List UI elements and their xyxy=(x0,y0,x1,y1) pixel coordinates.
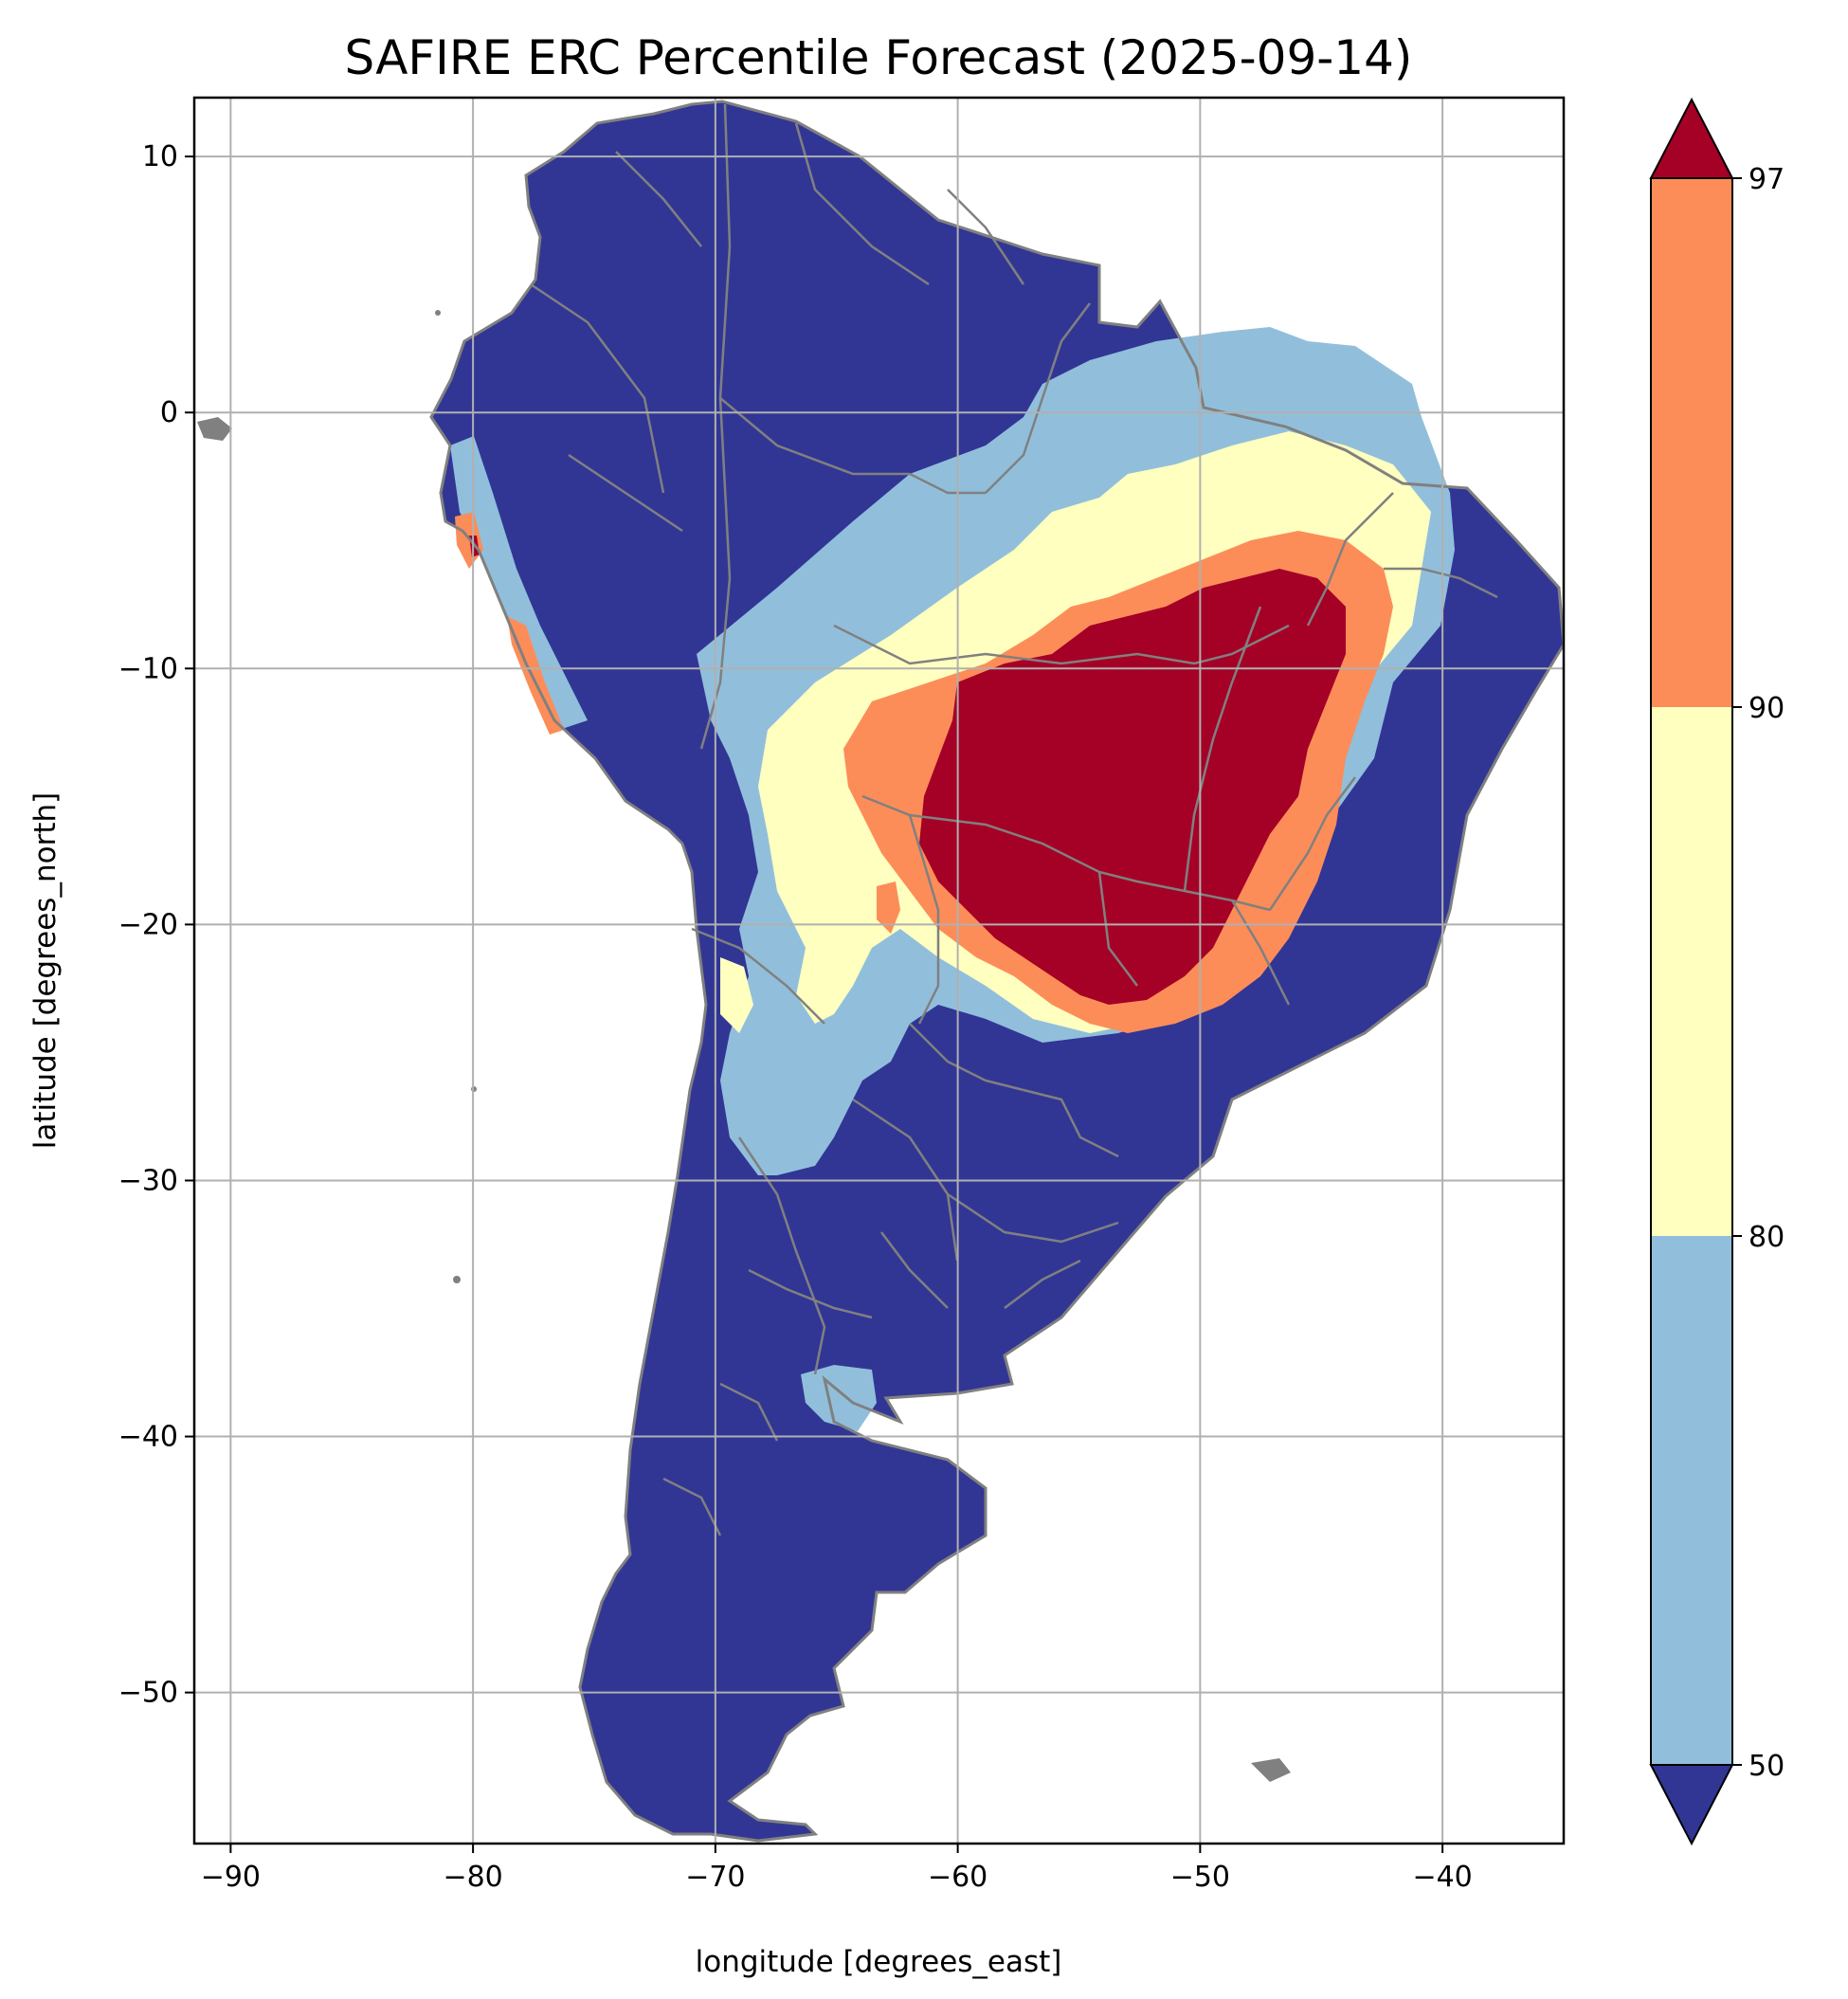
y-tick-label: −50 xyxy=(118,1677,178,1710)
colorbar-segment xyxy=(1651,178,1732,708)
percentile-above-97-region xyxy=(919,569,1346,1005)
y-tick-label: 10 xyxy=(142,140,178,173)
x-tick-label: −70 xyxy=(685,1861,745,1894)
x-tick-label: −60 xyxy=(928,1861,987,1894)
plot-frame xyxy=(192,96,1566,1845)
percentile-80-90-andes xyxy=(720,957,753,1033)
colorbar-extend-top xyxy=(1649,97,1734,179)
percentile-50-80-coast xyxy=(450,436,588,730)
juan-fernandez-island xyxy=(453,1276,461,1283)
galapagos-islands xyxy=(197,417,232,441)
x-axis-label: longitude [degrees_east] xyxy=(696,1945,1062,1979)
percentile-50-80-patagonia xyxy=(801,1365,877,1431)
x-tick-label: −40 xyxy=(1412,1861,1472,1894)
caribbean-island xyxy=(435,310,441,316)
islands xyxy=(197,310,1291,1782)
y-tick-label: −40 xyxy=(118,1421,178,1454)
y-axis-label: latitude [degrees_north] xyxy=(28,792,63,1149)
colorbar-tick-label: 90 xyxy=(1748,692,1785,725)
x-tick-label: −80 xyxy=(443,1861,502,1894)
y-tick-label: 0 xyxy=(160,396,178,429)
colorbar-frame xyxy=(1650,177,1733,1766)
colorbar-segment xyxy=(1651,1236,1732,1766)
x-tick-label: −50 xyxy=(1170,1861,1230,1894)
coastline xyxy=(429,100,1564,1843)
colorbar: 97 90 80 50 xyxy=(1649,97,1785,1846)
colorbar-extend-bottom xyxy=(1649,1764,1734,1846)
colorbar-tick-label: 50 xyxy=(1748,1750,1785,1783)
y-tick-label: −20 xyxy=(118,908,178,941)
figure-title: SAFIRE ERC Percentile Forecast (2025-09-… xyxy=(345,30,1413,85)
internal-borders xyxy=(530,103,1498,1536)
gridlines xyxy=(194,98,1564,1844)
y-axis-ticks: 10 0 −10 −20 −30 −40 −50 xyxy=(118,140,194,1710)
colorbar-tick-label: 97 xyxy=(1748,163,1785,196)
y-tick-label: −30 xyxy=(118,1164,178,1197)
x-axis-ticks: −90 −80 −70 −60 −50 −40 xyxy=(201,1844,1473,1894)
malvinas-islands xyxy=(1251,1758,1291,1782)
coastal-hotspot-peru xyxy=(507,616,564,735)
x-tick-label: −90 xyxy=(201,1861,261,1894)
colorbar-tick-label: 80 xyxy=(1748,1221,1785,1254)
y-tick-label: −10 xyxy=(118,652,178,685)
colorbar-segment xyxy=(1651,707,1732,1237)
percentile-90-97-chaco xyxy=(877,881,900,934)
